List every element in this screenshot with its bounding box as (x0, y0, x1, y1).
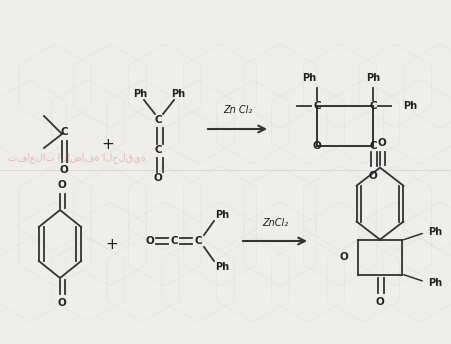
Text: C: C (313, 101, 320, 111)
Text: Ph: Ph (365, 73, 379, 83)
Text: O: O (60, 165, 68, 175)
Text: Zn Cl₂: Zn Cl₂ (222, 105, 252, 115)
Text: +: + (106, 237, 118, 251)
Text: O: O (312, 141, 321, 151)
Text: Ph: Ph (301, 73, 315, 83)
Text: C: C (368, 141, 376, 151)
Text: O: O (377, 138, 386, 148)
Text: Ph: Ph (170, 89, 184, 99)
Text: C: C (154, 115, 161, 125)
Text: +: + (101, 137, 114, 151)
Text: O: O (339, 252, 348, 262)
Text: Ph: Ph (215, 262, 229, 272)
Text: O: O (375, 297, 383, 307)
Text: Ph: Ph (215, 210, 229, 220)
Text: O: O (153, 173, 162, 183)
Text: C: C (368, 101, 376, 111)
Text: O: O (57, 298, 66, 308)
Text: C: C (194, 236, 201, 246)
Text: C: C (154, 145, 161, 155)
Text: Ph: Ph (427, 227, 441, 237)
Text: تفاعلات الإضافة الحلقية: تفاعلات الإضافة الحلقية (8, 152, 146, 163)
Text: O: O (145, 236, 154, 246)
Text: O: O (57, 180, 66, 190)
Text: C: C (60, 127, 68, 137)
Text: C: C (170, 236, 177, 246)
Text: Ph: Ph (427, 278, 441, 288)
Text: Ph: Ph (402, 101, 416, 111)
Text: Ph: Ph (133, 89, 147, 99)
Text: O: O (368, 171, 377, 181)
Text: ZnCl₂: ZnCl₂ (262, 218, 287, 228)
